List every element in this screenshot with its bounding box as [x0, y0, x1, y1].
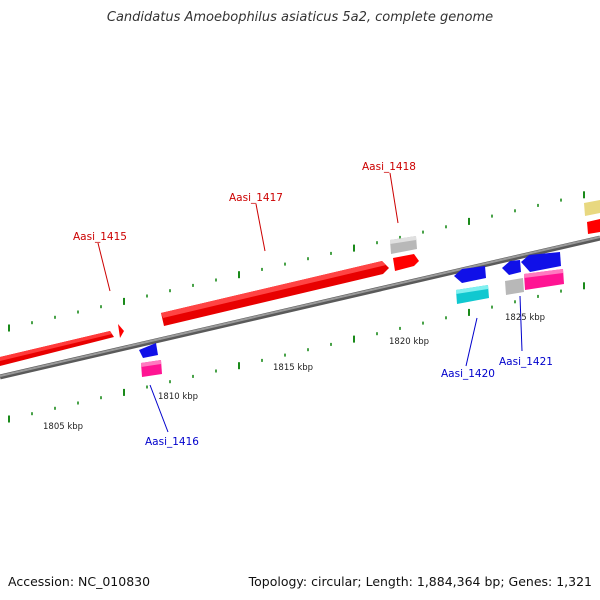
gene-red-left-top: [0, 331, 112, 361]
label-aasi-1415: Aasi_1415: [73, 231, 127, 243]
scale-label-1820: 1820 kbp: [389, 337, 429, 347]
gene-red-arrow-1419: [393, 254, 419, 271]
label-aasi-1420: Aasi_1420: [441, 368, 495, 380]
label-aasi-1418: Aasi_1418: [362, 161, 416, 173]
reverse-genes: [139, 252, 564, 377]
callout-aasi-1418: [389, 172, 399, 224]
gene-aasi-1416-blue: [139, 343, 158, 358]
forward-genes: [0, 200, 600, 366]
gene-red-small-arrow: [118, 324, 124, 338]
gene-blue-1421b: [521, 252, 561, 272]
gene-blue-1421a: [502, 260, 521, 275]
gene-aasi-1420-blue: [454, 266, 486, 283]
lower-tick-track: [8, 282, 585, 423]
gene-red-right: [587, 219, 600, 234]
gene-khaki-right: [584, 200, 600, 216]
gene-magenta-1421-top: [524, 269, 563, 278]
gene-aasi-1416-magenta-top: [141, 360, 161, 367]
genome-backbone-highlight: [0, 236, 600, 377]
gene-aasi-1420-cyan-top: [456, 285, 488, 294]
map-title: Candidatus Amoebophilus asiaticus 5a2, c…: [106, 10, 494, 25]
accession-text: Accession: NC_010830: [8, 574, 151, 589]
upper-tick-track: [8, 191, 585, 332]
scale-label-1805: 1805 kbp: [43, 422, 83, 432]
scale-label-1815: 1815 kbp: [273, 363, 313, 373]
scale-label-1825: 1825 kbp: [505, 313, 545, 323]
label-aasi-1417: Aasi_1417: [229, 192, 283, 204]
scale-label-1810: 1810 kbp: [158, 392, 198, 402]
callout-aasi-1415: [97, 242, 111, 292]
genome-summary-text: Topology: circular; Length: 1,884,364 bp…: [248, 574, 592, 589]
gene-aasi-1417-top: [161, 261, 386, 318]
callout-aasi-1420: [465, 317, 478, 367]
callout-aasi-1421: [519, 295, 523, 352]
callout-aasi-1416: [149, 384, 169, 433]
gene-aasi-1418-gray-top: [390, 236, 416, 244]
label-callouts: [97, 172, 523, 433]
label-aasi-1421: Aasi_1421: [499, 356, 553, 368]
gene-aasi-1421-gray: [505, 278, 524, 295]
callout-aasi-1417: [255, 203, 266, 252]
label-aasi-1416: Aasi_1416: [145, 436, 199, 448]
